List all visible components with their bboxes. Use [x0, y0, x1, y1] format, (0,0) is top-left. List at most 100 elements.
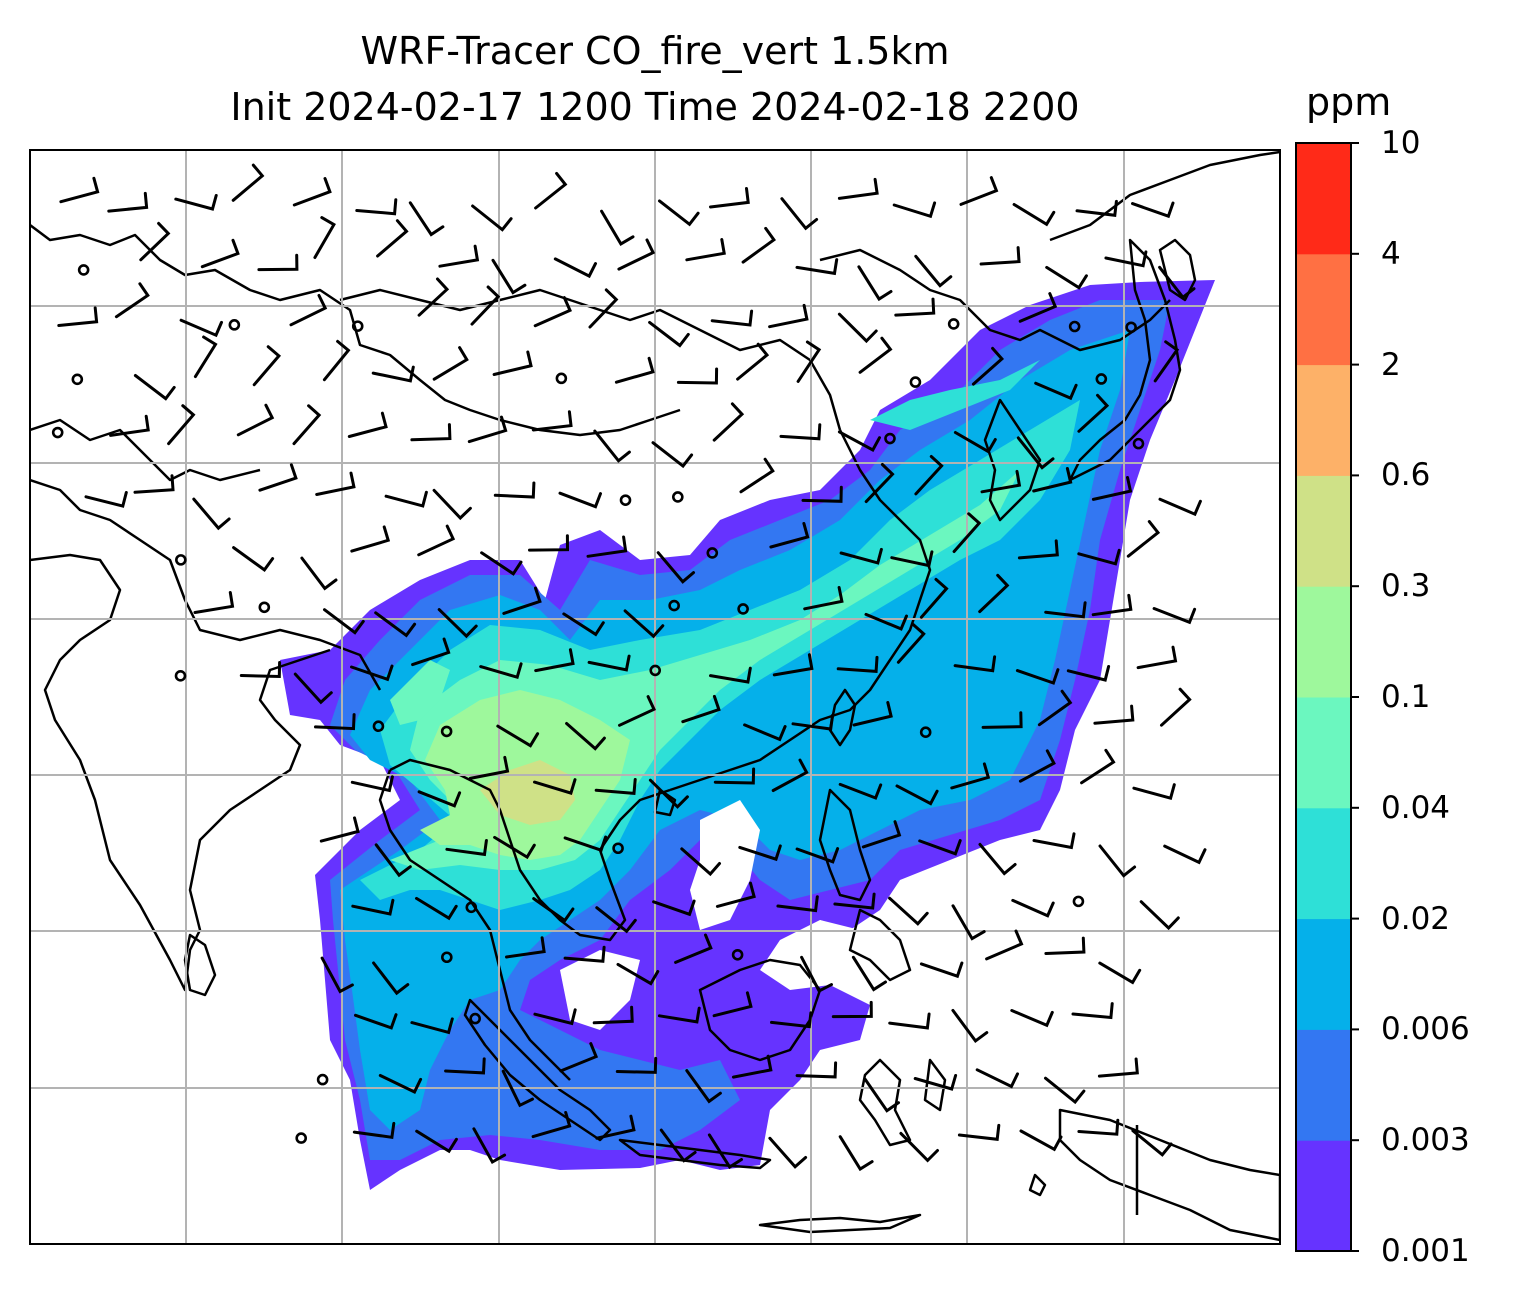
wind-barb — [1018, 292, 1058, 323]
wind-barb — [1077, 393, 1110, 433]
wind-barb — [167, 404, 196, 446]
wind-barb — [445, 839, 488, 857]
wind-barb — [1093, 704, 1135, 725]
coastline-philippines-luzon — [818, 788, 872, 902]
calm-wind-marker — [672, 491, 684, 503]
wind-barb — [779, 423, 822, 441]
wind-barb — [595, 906, 637, 934]
wind-barb — [851, 955, 887, 992]
wind-barb — [1011, 898, 1055, 918]
colorbar-frame — [1295, 142, 1352, 1252]
coastline-timor — [1028, 1173, 1047, 1197]
wind-barb — [651, 441, 694, 469]
wind-barb — [839, 547, 883, 565]
coastline-java — [618, 1138, 772, 1170]
wind-barb — [350, 775, 394, 793]
colorbar-band — [1296, 586, 1351, 698]
wind-barb — [594, 778, 637, 796]
wind-barb — [502, 586, 542, 615]
wind-barb — [200, 238, 240, 269]
colorbar-tick-label: 0.04 — [1381, 789, 1451, 826]
wind-barb — [736, 342, 770, 381]
wind-barb — [408, 201, 445, 237]
wind-barb — [415, 1129, 458, 1154]
wind-barb — [496, 724, 540, 748]
wind-barb — [562, 612, 605, 637]
wind-barb — [858, 336, 893, 374]
wind-barb — [444, 1057, 486, 1075]
wind-barb — [888, 896, 929, 926]
wind-barb — [950, 762, 991, 790]
wind-barb — [505, 936, 546, 959]
wind-barb — [831, 1000, 873, 1019]
wind-barb — [803, 586, 844, 611]
wind-barb — [674, 933, 713, 964]
wind-barb — [531, 1111, 572, 1139]
wind-barb — [709, 666, 752, 684]
wind-barb — [1091, 593, 1133, 617]
wind-barb — [1104, 250, 1148, 268]
calm-wind-marker — [612, 842, 624, 855]
wind-barb — [791, 713, 835, 731]
wind-barb — [471, 204, 513, 232]
wind-barb — [971, 346, 1005, 386]
wind-barb — [372, 961, 410, 996]
wind-barb — [852, 701, 893, 727]
coastline-moluccas — [923, 1058, 947, 1112]
wind-barb — [913, 1074, 958, 1091]
calm-wind-marker — [649, 664, 662, 677]
colorbar — [1296, 142, 1359, 1252]
wind-barb — [351, 898, 395, 916]
wind-barb — [715, 881, 756, 908]
wind-barb — [895, 784, 939, 806]
calm-wind-marker — [228, 319, 241, 331]
colorbar-band — [1296, 364, 1351, 476]
wind-barb — [1126, 520, 1161, 558]
wind-barb — [491, 258, 527, 295]
wind-barb — [615, 1056, 658, 1074]
calm-wind-marker — [919, 726, 932, 739]
calm-wind-marker — [619, 494, 632, 506]
calm-wind-marker — [316, 1073, 329, 1086]
wind-barb — [415, 896, 458, 921]
calm-wind-marker — [555, 372, 568, 385]
colorbar-tick-label: 0.001 — [1381, 1233, 1470, 1269]
wind-barb — [257, 253, 299, 272]
wind-barb — [417, 790, 462, 808]
wind-barb — [1010, 1009, 1054, 1028]
wind-barb — [417, 524, 456, 557]
wind-barb — [563, 835, 608, 853]
wind-barb — [374, 843, 412, 878]
wind-barbs — [51, 163, 1207, 1172]
wind-barb — [768, 1136, 808, 1169]
coastline-sri-lanka — [183, 933, 217, 997]
border-himalaya — [30, 224, 681, 437]
wind-barb — [533, 296, 572, 328]
wind-barb — [743, 723, 787, 742]
wind-barb — [892, 201, 937, 219]
wind-barb — [410, 423, 452, 442]
wind-barb — [1080, 748, 1116, 785]
wind-barb — [1066, 665, 1111, 682]
wind-barb — [1152, 607, 1197, 625]
wind-barb — [975, 1068, 1019, 1089]
wind-barb — [1075, 199, 1118, 217]
calm-wind-marker — [77, 264, 90, 276]
wind-barb — [863, 1078, 900, 1113]
wind-barb — [534, 171, 568, 210]
wind-barb — [586, 535, 628, 558]
wind-barb — [978, 842, 1017, 876]
colorbar-tick-label: 0.6 — [1381, 457, 1431, 494]
wind-barb — [776, 895, 819, 913]
wind-barb — [1017, 539, 1059, 560]
co-tracer-plume — [280, 280, 1215, 1190]
wind-barb — [770, 1011, 813, 1029]
wind-barb — [470, 285, 501, 326]
colorbar-band — [1296, 475, 1351, 587]
colorbar-tick-label: 0.02 — [1381, 900, 1451, 937]
wind-barb — [437, 608, 478, 639]
wind-barb — [410, 1017, 454, 1035]
wind-barb — [492, 350, 533, 376]
calm-wind-marker — [258, 601, 271, 614]
wind-barb — [1158, 265, 1196, 300]
